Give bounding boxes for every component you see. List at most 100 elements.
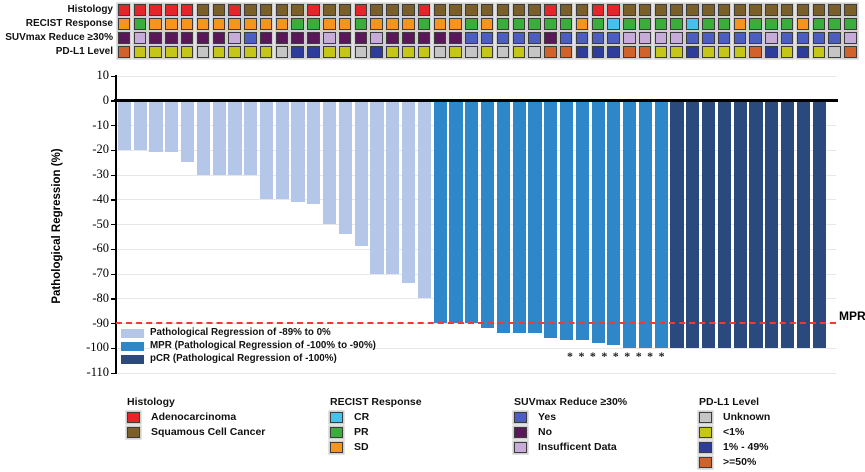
patient-bar	[702, 101, 716, 348]
histology-cell	[180, 4, 194, 16]
pdl1-level-cell	[638, 46, 652, 58]
pdl1-level-cell	[370, 46, 383, 58]
histology-cell	[528, 4, 541, 16]
suvmax-reduce-cell	[717, 32, 731, 44]
recist-response-cell	[291, 18, 304, 30]
recist-response-cell	[133, 18, 147, 30]
histology-cell	[796, 4, 810, 16]
recist-response-cell	[654, 18, 668, 30]
patient-bar	[180, 101, 195, 163]
recist-response-cell	[480, 18, 494, 30]
pdl1-level-cell	[117, 46, 131, 58]
pdl1-level-cell	[717, 46, 731, 58]
suvmax-reduce-cell	[512, 32, 526, 44]
legend-swatch	[699, 456, 712, 468]
y-axis-title: Pathological Regression (%)	[51, 148, 63, 304]
histology-cell	[291, 4, 304, 16]
histology-cell	[828, 4, 841, 16]
recist-response-cell	[702, 18, 715, 30]
histology-cell	[433, 4, 447, 16]
patient-bar	[212, 101, 226, 175]
legend-swatch	[514, 411, 527, 423]
legend-swatch	[330, 411, 343, 423]
suvmax-reduce-cell	[149, 32, 162, 44]
recist-response-cell	[591, 18, 604, 30]
histology-cell	[370, 4, 383, 16]
asterisk: *	[612, 349, 619, 363]
suvmax-reduce-cell	[496, 32, 510, 44]
pdl1-level-cell	[765, 46, 778, 58]
patient-bar	[275, 101, 289, 200]
patient-bar	[417, 101, 431, 299]
pdl1-level-cell	[623, 46, 636, 58]
patient-bar	[323, 101, 337, 225]
suvmax-reduce-cell	[638, 32, 652, 44]
histology-cell	[402, 4, 415, 16]
suvmax-reduce-cell	[670, 32, 683, 44]
histology-cell	[749, 4, 762, 16]
patient-bar	[528, 101, 542, 333]
suvmax-reduce-cell	[796, 32, 810, 44]
suvmax-reduce-cell	[417, 32, 431, 44]
recist-response-cell	[528, 18, 541, 30]
plot-legend-label: Pathological Regression of -89% to 0%	[150, 327, 331, 338]
pdl1-level-cell	[180, 46, 194, 58]
patient-bar	[480, 101, 495, 328]
pdl1-level-cell	[433, 46, 447, 58]
recist-response-cell	[149, 18, 162, 30]
y-tick-mark	[111, 372, 116, 374]
suvmax-reduce-cell	[575, 32, 589, 44]
suvmax-reduce-cell	[828, 32, 841, 44]
histology-cell	[654, 4, 668, 16]
patient-bar	[717, 101, 731, 348]
pdl1-level-cell	[528, 46, 541, 58]
legend-swatch	[330, 441, 343, 453]
pdl1-level-cell	[480, 46, 494, 58]
suvmax-reduce-cell	[212, 32, 226, 44]
suvmax-reduce-cell	[323, 32, 336, 44]
suvmax-reduce-cell	[480, 32, 494, 44]
patient-bar	[496, 101, 510, 333]
recist-response-cell	[812, 18, 826, 30]
patient-bar	[370, 101, 384, 274]
asterisk: *	[647, 349, 654, 363]
pdl1-level-cell	[228, 46, 241, 58]
histology-cell	[780, 4, 794, 16]
patient-bar	[544, 101, 558, 338]
histology-cell	[386, 4, 399, 16]
recist-response-cell	[402, 18, 415, 30]
gridline	[117, 75, 836, 77]
histology-cell	[307, 4, 320, 16]
recist-response-cell	[386, 18, 399, 30]
patient-bar	[291, 101, 305, 202]
legend-swatch	[127, 426, 140, 438]
recist-response-cell	[638, 18, 652, 30]
legend-label: CR	[354, 410, 370, 423]
plot-legend-label: pCR (Pathological Regression of -100%)	[150, 353, 337, 365]
recist-response-cell	[559, 18, 573, 30]
y-tick-label: -80	[92, 290, 109, 305]
asterisk: *	[601, 349, 608, 363]
gridline	[117, 372, 836, 374]
suvmax-reduce-cell	[591, 32, 604, 44]
pdl1-level-cell	[575, 46, 589, 58]
histology-cell	[717, 4, 731, 16]
legend-title-pdl1-level: PD-L1 Level	[699, 396, 760, 408]
recist-response-cell	[607, 18, 620, 30]
legend-label: PR	[354, 425, 369, 438]
recist-response-cell	[433, 18, 447, 30]
suvmax-reduce-cell	[180, 32, 194, 44]
pdl1-level-cell	[402, 46, 415, 58]
legend-swatch	[514, 441, 527, 453]
recist-response-cell	[686, 18, 699, 30]
suvmax-reduce-cell	[386, 32, 399, 44]
plot-legend-label: MPR (Pathological Regression of -100% to…	[150, 340, 376, 352]
suvmax-reduce-cell	[654, 32, 668, 44]
y-tick-label: -10	[92, 117, 109, 132]
y-tick-mark	[111, 75, 116, 77]
patient-bar	[765, 101, 779, 348]
pdl1-level-cell	[654, 46, 668, 58]
histology-cell	[670, 4, 683, 16]
asterisk: *	[567, 349, 573, 363]
pdl1-level-cell	[733, 46, 747, 58]
